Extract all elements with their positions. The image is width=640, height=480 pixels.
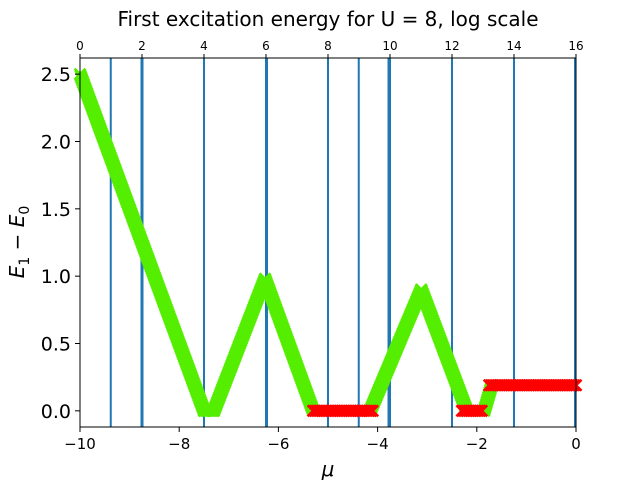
- x-tick-label: −6: [267, 435, 289, 453]
- y-tick-label: 1.5: [41, 199, 71, 221]
- y-tick-label: 1.0: [41, 266, 71, 288]
- x-tick-label: 0: [571, 435, 581, 453]
- y-tick-label: 2.5: [41, 64, 71, 86]
- y-axis-label: E1 − E0: [5, 206, 33, 279]
- y-tick-label: 0.0: [41, 401, 71, 423]
- x-axis: −10 −8 −6 −4 −2 0: [64, 427, 581, 453]
- top-tick-label: 10: [382, 39, 397, 53]
- top-tick-label: 6: [262, 39, 270, 53]
- top-tick-label: 0: [76, 39, 84, 53]
- series-1: [306, 378, 583, 418]
- top-axis: 0 2 4 6 8 10 12 14 16: [76, 39, 584, 58]
- y-tick-label: 0.5: [41, 334, 71, 356]
- x-tick-label: −2: [466, 435, 488, 453]
- y-label-sub1: 1: [17, 257, 33, 266]
- top-tick-label: 12: [444, 39, 459, 53]
- top-tick-label: 2: [138, 39, 146, 53]
- top-tick-label: 8: [324, 39, 332, 53]
- y-tick-label: 2.0: [41, 131, 71, 153]
- y-axis: 0.0 0.5 1.0 1.5 2.0 2.5: [41, 64, 80, 423]
- series-layer: [73, 67, 583, 418]
- data-point: [475, 404, 489, 418]
- top-tick-label: 14: [506, 39, 521, 53]
- data-point: [366, 404, 380, 418]
- y-label-main: E: [5, 265, 29, 278]
- x-axis-label: μ: [321, 457, 335, 480]
- y-label-sub0: 0: [17, 206, 33, 215]
- x-tick-label: −4: [367, 435, 389, 453]
- top-tick-label: 16: [568, 39, 583, 53]
- y-label-minus: −: [5, 227, 29, 256]
- y-label-main-2: E: [5, 214, 29, 227]
- chart-title: First excitation energy for U = 8, log s…: [117, 7, 538, 31]
- top-tick-label: 4: [200, 39, 208, 53]
- x-tick-label: −8: [168, 435, 190, 453]
- x-tick-label: −10: [64, 435, 96, 453]
